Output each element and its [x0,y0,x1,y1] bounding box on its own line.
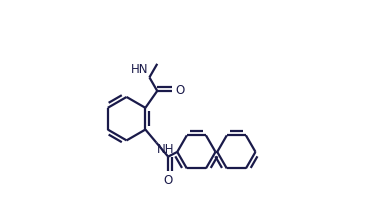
Text: NH: NH [157,143,175,156]
Text: O: O [163,174,173,187]
Text: HN: HN [131,63,148,76]
Text: O: O [175,84,184,97]
